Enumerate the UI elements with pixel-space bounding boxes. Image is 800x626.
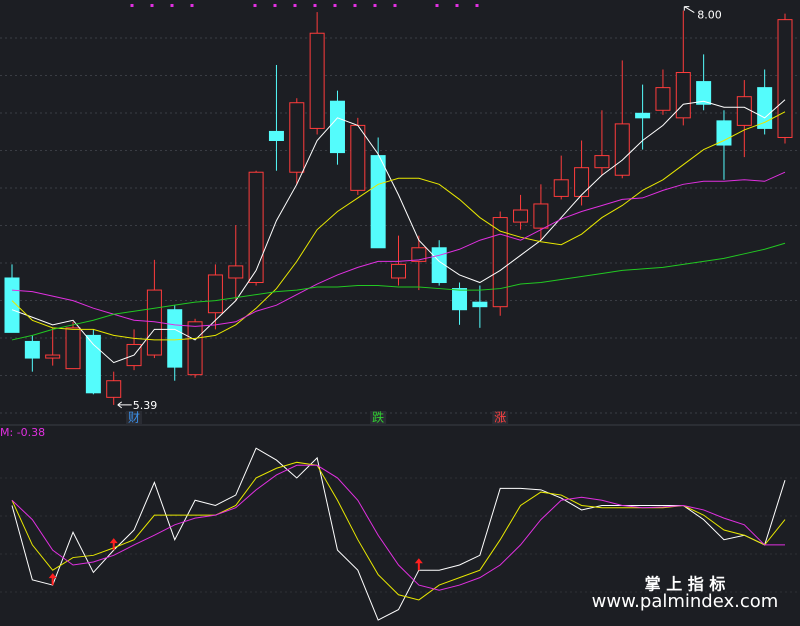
candle-body xyxy=(391,263,406,279)
indicator-label: M: -0.38 xyxy=(0,426,45,439)
moving-average-line xyxy=(11,111,786,341)
candle-body xyxy=(757,87,773,129)
candle-body xyxy=(594,155,610,169)
event-marker-bg xyxy=(370,411,387,425)
indicator-line xyxy=(11,464,785,591)
candle-body xyxy=(350,124,366,191)
candle-body xyxy=(85,334,101,394)
candle-body xyxy=(777,19,793,138)
candle-body xyxy=(574,167,590,197)
moving-average-line xyxy=(11,171,786,327)
candle-body xyxy=(228,265,244,279)
candle-body xyxy=(4,277,20,333)
top-dot xyxy=(293,4,297,7)
event-marker: 涨 xyxy=(494,410,506,425)
grid xyxy=(0,4,800,593)
moving-average-line xyxy=(11,242,786,341)
candle-body xyxy=(716,120,732,146)
candle-body xyxy=(167,309,183,368)
indicator-panel xyxy=(11,447,786,621)
candle-body xyxy=(65,327,81,370)
candle-body xyxy=(614,123,630,176)
candle-body xyxy=(329,100,345,154)
candle-body xyxy=(309,32,325,129)
candle-body xyxy=(553,179,569,197)
top-dot xyxy=(273,4,277,7)
candle-body xyxy=(655,87,671,111)
candle-body xyxy=(472,301,488,308)
candle-body xyxy=(187,321,203,376)
high-arrow xyxy=(683,6,695,14)
moving-average-line xyxy=(11,99,786,364)
low-arrow xyxy=(117,401,132,409)
signal-arrow xyxy=(414,558,423,571)
top-dot xyxy=(130,4,134,7)
top-dot xyxy=(253,4,257,7)
candle-body xyxy=(411,247,427,262)
top-dot xyxy=(455,4,459,7)
signal-arrow xyxy=(48,573,57,586)
candle-body xyxy=(45,354,61,359)
candle-body xyxy=(289,102,305,173)
top-dot xyxy=(150,4,154,7)
top-dot xyxy=(475,4,479,7)
watermark-title: 掌 上 指 标 xyxy=(645,575,726,594)
candle-body xyxy=(635,112,651,119)
top-dot xyxy=(333,4,337,7)
top-dot xyxy=(373,4,377,7)
event-marker: 财 xyxy=(128,411,140,425)
signal-arrow xyxy=(109,538,118,551)
candle-body xyxy=(452,288,468,311)
candle-body xyxy=(207,274,223,314)
indicator-line xyxy=(11,447,786,621)
top-dot xyxy=(190,4,194,7)
candle-body xyxy=(513,209,529,223)
candle-body xyxy=(370,155,386,249)
candle-body xyxy=(675,72,691,119)
candle-body xyxy=(268,130,284,142)
event-marker-bg xyxy=(492,411,509,425)
candle-body xyxy=(736,96,752,126)
top-dot xyxy=(353,4,357,7)
candle-body xyxy=(24,340,40,359)
top-dot xyxy=(393,4,397,7)
high-label: 8.00 xyxy=(697,9,722,22)
top-dot xyxy=(170,4,174,7)
watermark-url: www.palmindex.com xyxy=(592,591,779,612)
candle-body xyxy=(248,171,264,284)
event-marker: 跌 xyxy=(372,410,384,425)
candle-body xyxy=(696,81,712,105)
low-label: 5.39 xyxy=(133,399,158,412)
candle-body xyxy=(492,217,508,308)
top-dot xyxy=(313,4,317,7)
top-dot xyxy=(435,4,439,7)
price-panel: 5.39 8.00 财 跌 涨 xyxy=(4,6,793,425)
candle-body xyxy=(106,380,122,398)
event-marker-bg xyxy=(126,411,143,425)
candle-body xyxy=(533,203,549,229)
